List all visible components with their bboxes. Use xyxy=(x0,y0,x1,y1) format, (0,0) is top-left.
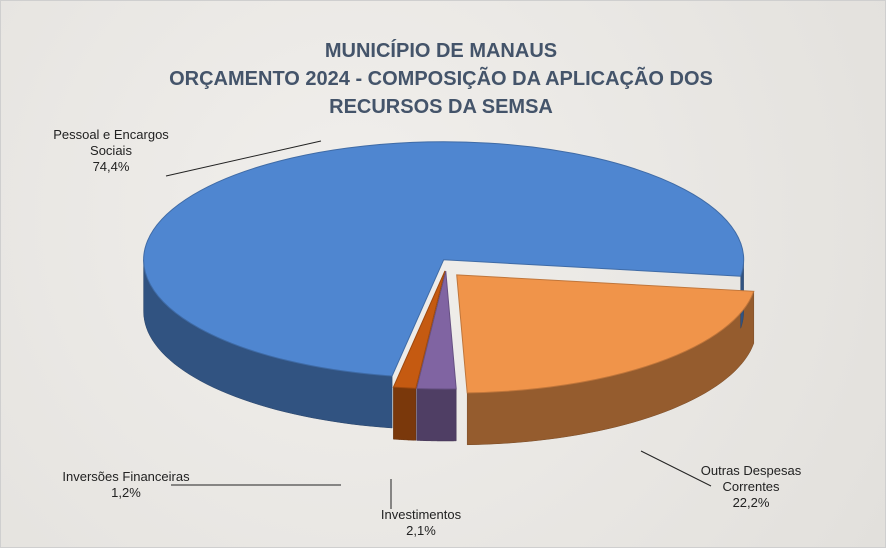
pie-side xyxy=(416,388,457,442)
value-label: 22,2% xyxy=(732,495,770,510)
value-label: 74,4% xyxy=(92,159,130,174)
value-label: 1,2% xyxy=(111,485,141,500)
pie-slice xyxy=(143,141,745,377)
pie-slice xyxy=(416,270,457,390)
pie-tops xyxy=(143,141,755,394)
slice-label: Pessoal e Encargos Sociais 74,4% xyxy=(31,127,191,175)
title-block: MUNICÍPIO DE MANAUS ORÇAMENTO 2024 - COM… xyxy=(91,37,791,121)
category-label: Inversões Financeiras xyxy=(62,469,190,484)
category-label: Pessoal e Encargos Sociais xyxy=(53,127,169,158)
chart-subtitle: ORÇAMENTO 2024 - COMPOSIÇÃO DA APLICAÇÃO… xyxy=(169,68,713,118)
slice-label: Investimentos 2,1% xyxy=(371,507,471,539)
pie-slice xyxy=(456,274,755,394)
pie-slice xyxy=(392,270,446,389)
slice-label: Inversões Financeiras 1,2% xyxy=(61,469,191,501)
category-label: Outras Despesas Correntes xyxy=(700,463,802,494)
chart-title: MUNICÍPIO DE MANAUS xyxy=(324,40,558,62)
value-label: 2,1% xyxy=(406,523,436,538)
leader-lines xyxy=(165,140,712,509)
category-label: Investimentos xyxy=(380,507,462,522)
slice-label: Outras Despesas Correntes 22,2% xyxy=(691,463,811,511)
pie-side xyxy=(393,386,417,441)
